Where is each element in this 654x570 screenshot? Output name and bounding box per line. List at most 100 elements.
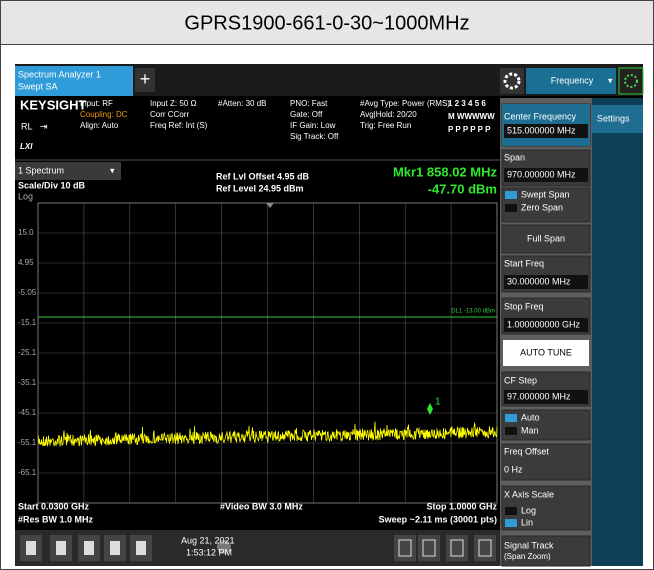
ref-offset: Ref Lvl Offset 4.95 dB (216, 171, 310, 181)
gear-icon (503, 72, 521, 90)
value-box (504, 168, 588, 182)
value-box (504, 318, 588, 332)
help-glyph (136, 541, 146, 555)
softkey-text: Zero Span (521, 202, 563, 212)
sweep: Sweep ~2.11 ms (30001 pts) (379, 514, 497, 524)
status-field: IF Gain: Low (290, 121, 336, 130)
value-box (504, 390, 588, 404)
touch-glyph (422, 539, 436, 557)
y-label: -45.1 (18, 408, 37, 417)
stop: Stop 1.0000 GHz (426, 501, 497, 511)
softkey[interactable] (501, 443, 591, 481)
win-glyph (26, 541, 36, 555)
ref-level: Ref Level 24.95 dBm (216, 183, 304, 193)
status-field: PNO: Fast (290, 99, 328, 108)
softkey-text: Center Frequency (504, 111, 577, 121)
menu-button[interactable] (526, 68, 616, 94)
scale: Scale/Div 10 dB (18, 180, 86, 190)
y-label: -65.1 (18, 468, 37, 477)
value-box (504, 275, 588, 289)
softkey-text: 97.000000 MHz (507, 391, 571, 401)
softkey-text: Lin (521, 517, 533, 527)
softkey-text: CF Step (504, 375, 537, 385)
y-label: -15.1 (18, 318, 37, 327)
undo-glyph (56, 541, 66, 555)
title: GPRS1900-661-0-30~1000MHz (184, 12, 469, 34)
add-tab[interactable] (135, 68, 155, 92)
button[interactable] (503, 340, 589, 366)
settings-tab[interactable] (592, 105, 643, 133)
busy-indicator (618, 67, 644, 95)
zoom-button[interactable] (474, 535, 496, 561)
title-bar (0, 0, 654, 45)
marker (427, 403, 433, 415)
toggle-on (505, 519, 517, 527)
trace-status: P P P P P P (448, 125, 491, 134)
zoom-glyph (478, 539, 492, 557)
toggle-on (505, 414, 517, 422)
softkey-text: Freq Offset (504, 446, 549, 456)
status-field: #Atten: 30 dB (218, 99, 266, 108)
status-field: Coupling: DC (80, 110, 128, 119)
status-field: Gate: Off (290, 110, 323, 119)
toggle-off (505, 204, 517, 212)
menu-arrow: ▾ (608, 75, 613, 85)
log: Log (18, 191, 33, 201)
rbw: #Res BW 1.0 MHz (18, 514, 94, 524)
marker-level: -47.70 dBm (428, 181, 497, 196)
input-icon: ⇥ (40, 121, 48, 131)
ref-marker (266, 203, 274, 208)
keyboard-icon[interactable] (217, 540, 231, 554)
value-box (504, 124, 588, 138)
y-label: -25.1 (18, 348, 37, 357)
status-field: Sig Track: Off (290, 132, 339, 141)
window-arrow: ▾ (110, 165, 115, 175)
touch-button[interactable] (418, 535, 440, 561)
y-label: -5.05 (18, 288, 37, 297)
file-glyph (110, 541, 120, 555)
time: 1:53:12 PM (186, 547, 232, 557)
softkey-text: Full Span (527, 233, 565, 243)
y-label: -55.1 (18, 438, 37, 447)
status-field: Avg|Hold: 20/20 (360, 110, 417, 119)
status-field: Trig: Free Run (360, 121, 411, 130)
window-select[interactable] (15, 162, 121, 180)
softkey-text: 0 Hz (504, 464, 523, 474)
y-label: -35.1 (18, 378, 37, 387)
softkey-text: Swept Span (521, 189, 570, 199)
trace-status: M WWWWW (448, 112, 495, 121)
softkey-text: 1.000000000 GHz (507, 319, 581, 329)
softkey-text: Man (521, 425, 539, 435)
softkey[interactable] (501, 535, 591, 567)
softkey-text: Stop Freq (504, 301, 544, 311)
y-label: 15.0 (18, 228, 34, 237)
softkey-text: Start Freq (504, 258, 544, 268)
softkey-text: Auto (521, 412, 540, 422)
display-line-label: DL1 -13.00 dBm (451, 309, 495, 315)
softkey-text: 515.000000 MHz (507, 125, 576, 135)
tab[interactable] (15, 66, 133, 96)
lxi: LXI (20, 142, 33, 151)
vbw: #Video BW 3.0 MHz (220, 501, 303, 511)
side-panel (592, 98, 643, 566)
status-field: Input Z: 50 Ω (150, 99, 196, 108)
trace (37, 421, 498, 447)
start: Start 0.0300 GHz (18, 501, 90, 511)
toggle-off (505, 427, 517, 435)
softkey-text: Signal Track (504, 540, 554, 550)
plus-icon: + (140, 69, 151, 89)
hold-button[interactable] (394, 535, 416, 561)
redo-glyph (84, 541, 94, 555)
grid-button[interactable] (446, 535, 468, 561)
rl: RL (21, 121, 33, 131)
spinner (624, 74, 638, 88)
softkey[interactable] (501, 224, 591, 254)
status-field: Input: RF (80, 99, 113, 108)
date: Aug 21, 2021 (181, 535, 235, 545)
softkey-text: Log (521, 505, 536, 515)
marker-id: 1 (435, 397, 441, 408)
y-label: 4.95 (18, 258, 34, 267)
menu-label: Frequency (551, 75, 594, 85)
window-name: 1 Spectrum (18, 165, 64, 175)
